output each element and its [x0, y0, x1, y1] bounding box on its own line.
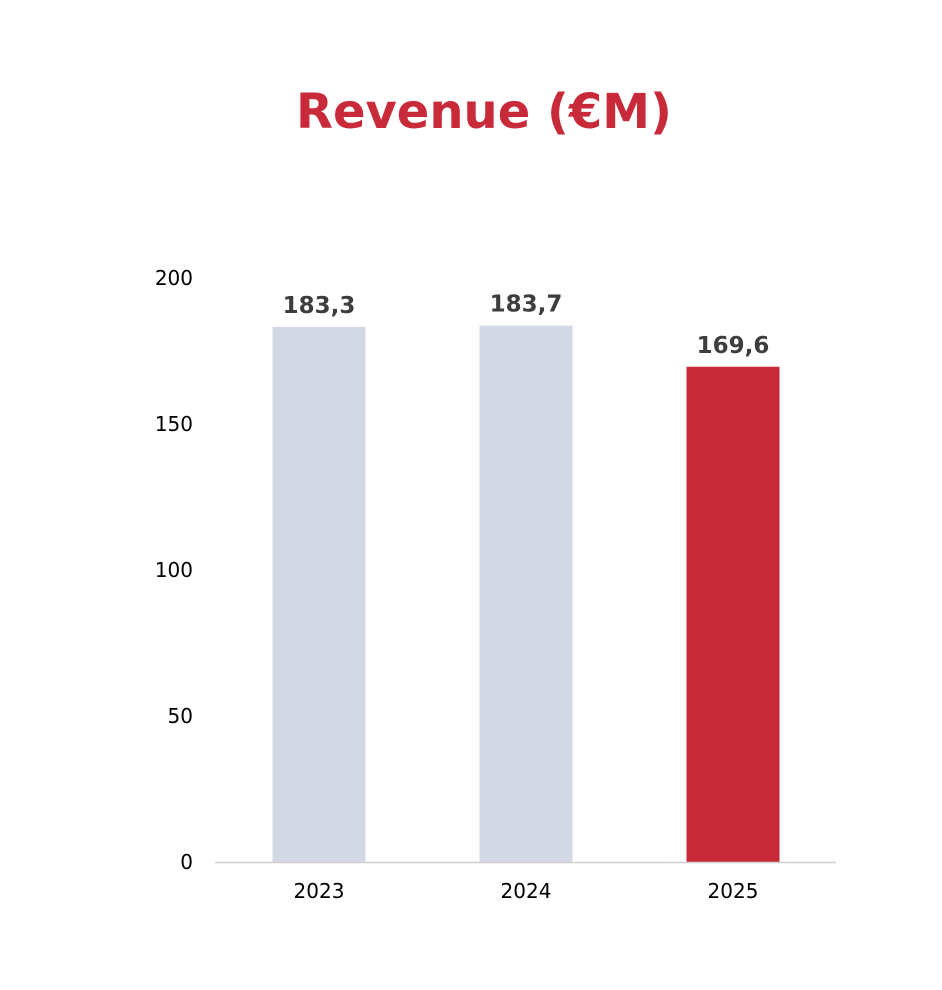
bar-2024	[479, 325, 573, 862]
data-label: 183,7	[490, 292, 563, 318]
y-tick-label: 150	[155, 412, 193, 436]
y-tick-label: 200	[155, 266, 193, 290]
data-label: 183,3	[283, 293, 356, 319]
y-tick-label: 50	[168, 704, 193, 728]
bar-2023	[272, 326, 366, 862]
data-label: 169,6	[697, 333, 770, 359]
x-tick-label: 2023	[294, 879, 345, 903]
y-tick-label: 0	[180, 850, 193, 874]
bar-2025	[686, 366, 780, 862]
x-tick-label: 2025	[708, 879, 759, 903]
y-tick-label: 100	[155, 558, 193, 582]
x-tick-label: 2024	[501, 879, 552, 903]
chart-title: Revenue (€M)	[295, 84, 672, 140]
